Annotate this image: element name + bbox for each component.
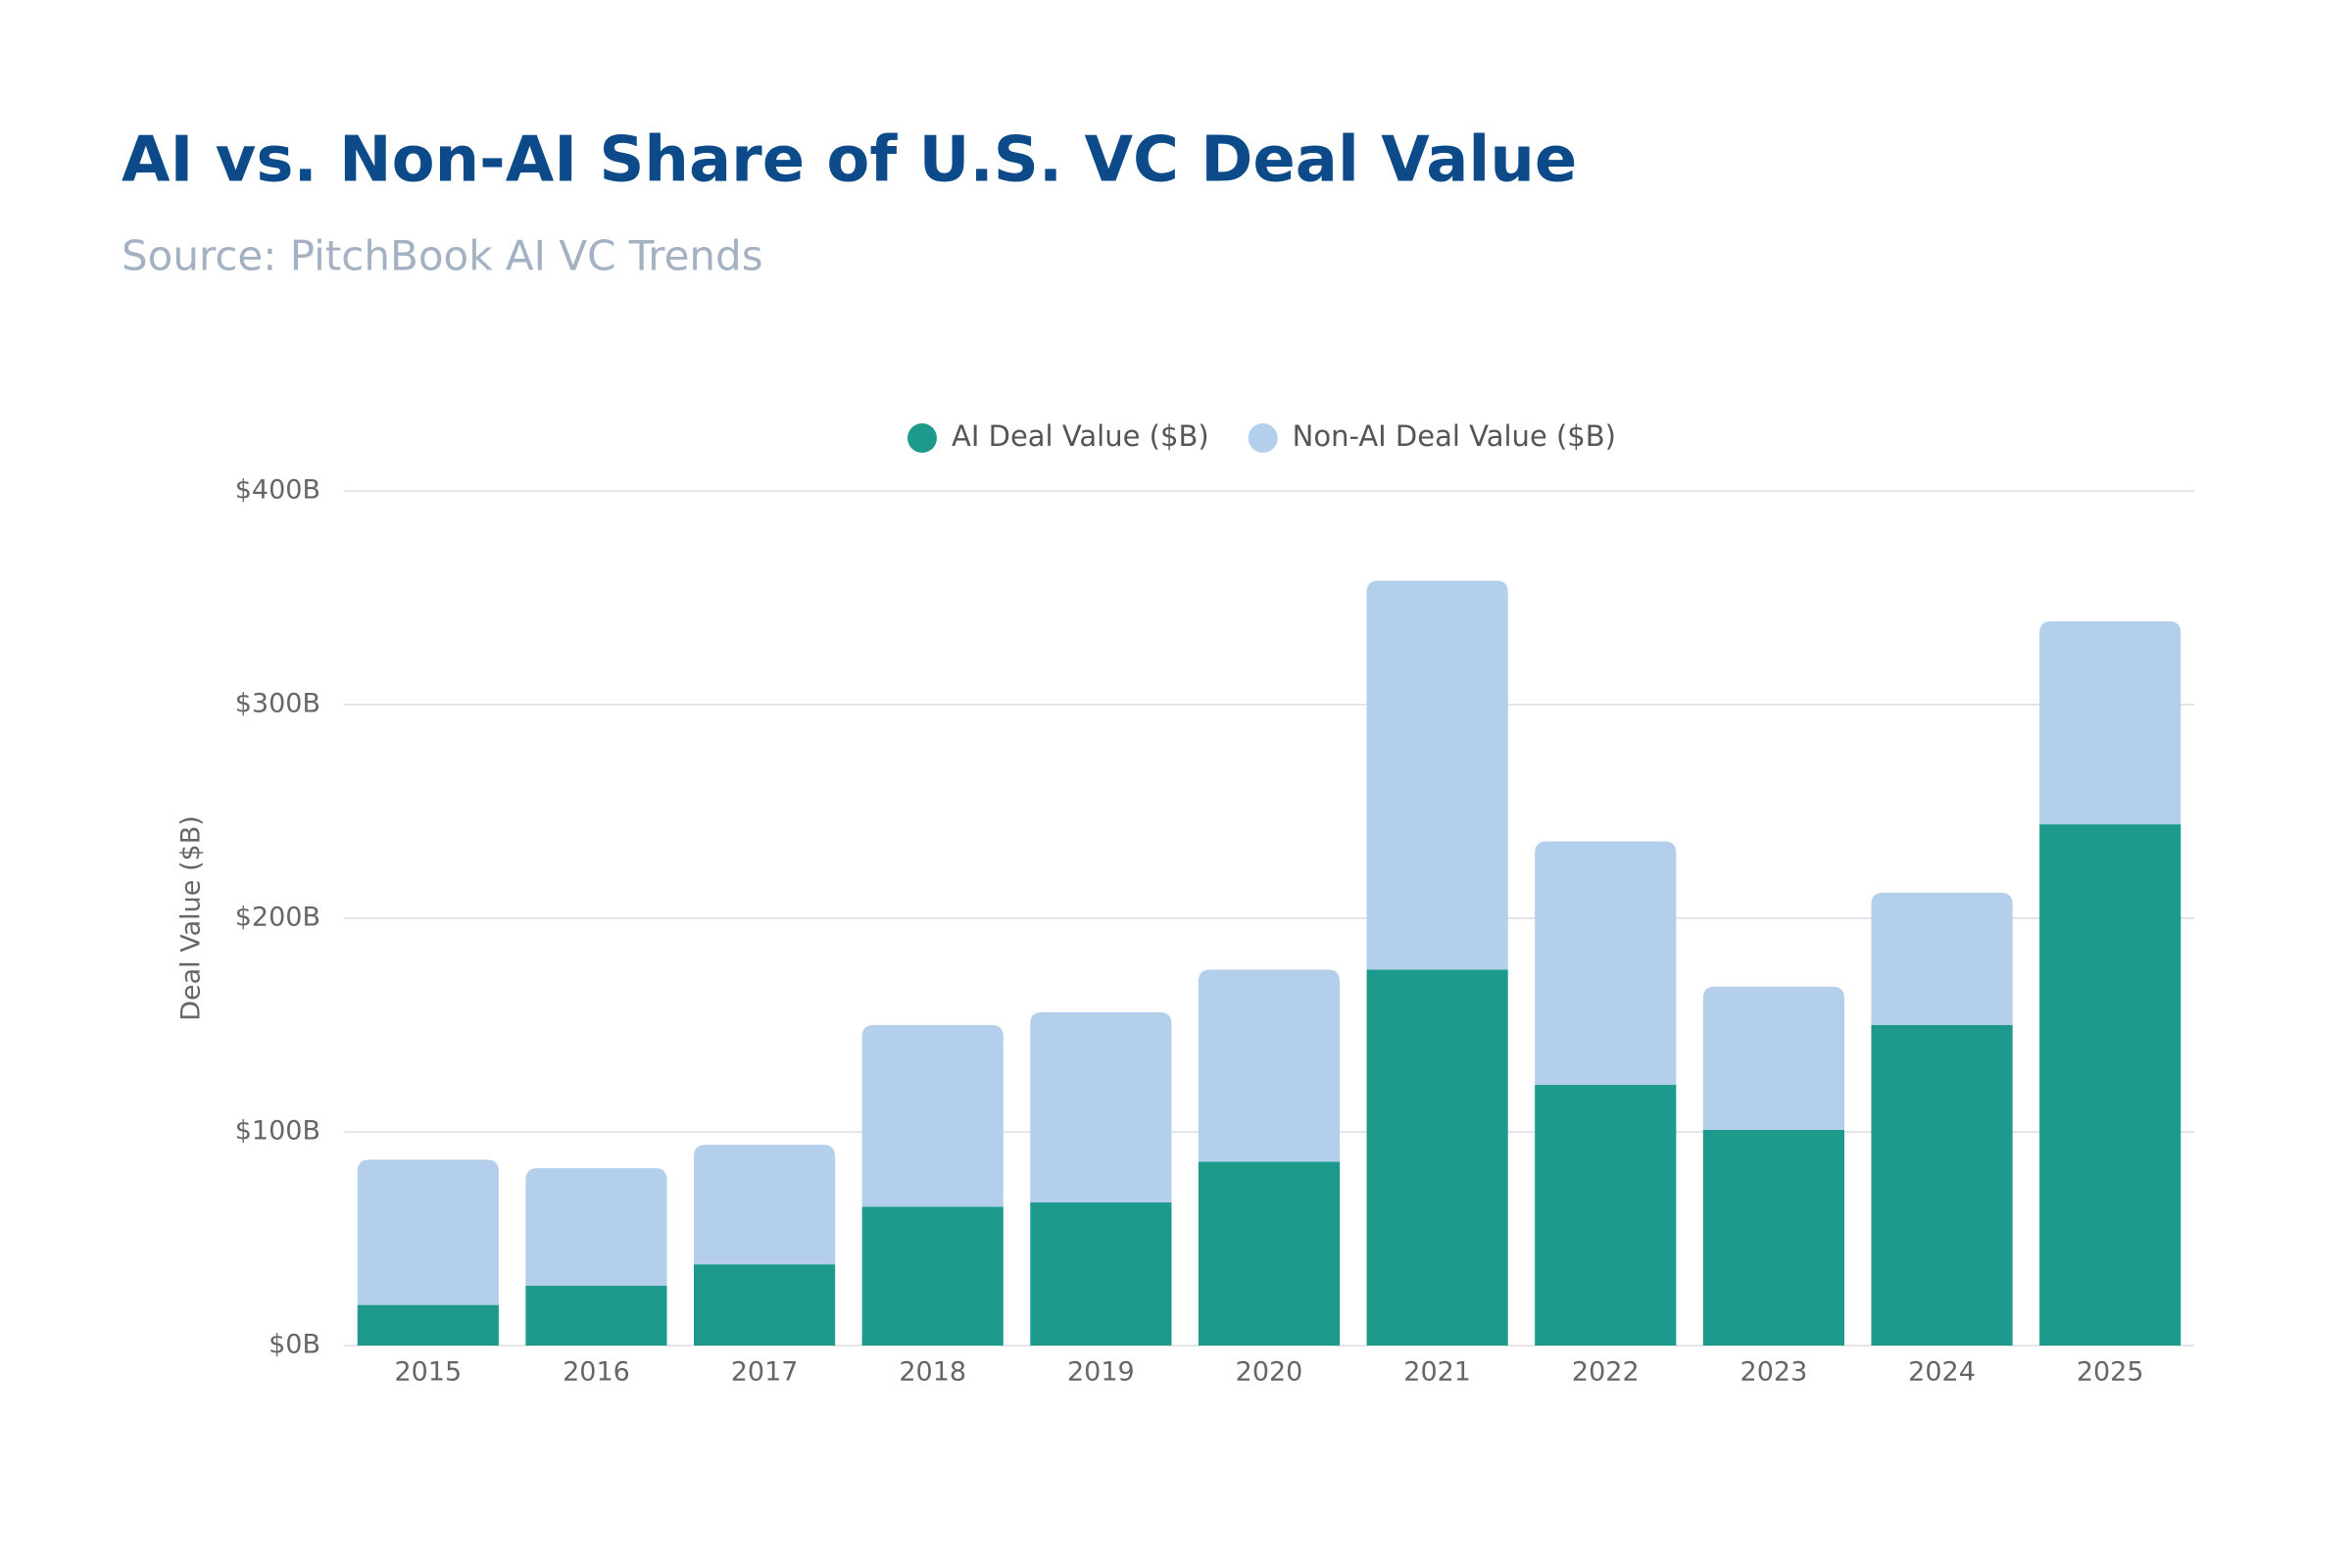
bar-segment	[1871, 1025, 2013, 1346]
x-tick-label: 2015	[394, 1357, 462, 1388]
chart-subtitle: Source: PitchBook AI VC Trends	[122, 232, 763, 280]
chart-title: AI vs. Non-AI Share of U.S. VC Deal Valu…	[122, 124, 1577, 197]
bar-segment	[1366, 969, 1508, 1346]
y-tick-label: $0B	[269, 1330, 320, 1360]
bar-segment	[525, 1285, 667, 1346]
bar-segment	[1198, 969, 1341, 1162]
bar-segment	[2039, 620, 2181, 825]
bar-segment	[1702, 1129, 1844, 1346]
bar-segment	[1366, 580, 1508, 970]
bar-segment	[1030, 1201, 1172, 1346]
x-tick-label: 2020	[1236, 1357, 1303, 1388]
bar-segment	[861, 1025, 1004, 1207]
bar-segment	[1030, 1011, 1172, 1202]
y-tick-label: $400B	[235, 475, 320, 506]
x-tick-label: 2016	[563, 1357, 630, 1388]
bar-segment	[1535, 1085, 1677, 1346]
bar-segment	[1535, 841, 1677, 1086]
bar-segment	[694, 1264, 836, 1346]
y-tick-label: $300B	[235, 689, 320, 719]
bar-segment	[357, 1159, 499, 1305]
x-tick-label: 2018	[899, 1357, 966, 1388]
x-tick-label: 2021	[1403, 1357, 1471, 1388]
bar-segment	[525, 1168, 667, 1286]
y-tick-label: $100B	[235, 1116, 320, 1147]
x-tick-label: 2017	[731, 1357, 799, 1388]
bar-segment	[357, 1304, 499, 1346]
bar-segment	[1198, 1161, 1341, 1346]
legend-marker	[1248, 423, 1278, 453]
legend-label: AI Deal Value ($B)	[952, 419, 1209, 453]
x-tick-label: 2025	[2077, 1357, 2144, 1388]
bar-segment	[694, 1145, 836, 1265]
bar-segment	[2039, 824, 2181, 1346]
x-tick-label: 2022	[1572, 1357, 1640, 1388]
bar-segment	[1702, 986, 1844, 1130]
bar-segment	[1871, 892, 2013, 1025]
x-tick-label: 2024	[1908, 1357, 1976, 1388]
x-tick-label: 2019	[1067, 1357, 1135, 1388]
bar-segment	[861, 1206, 1004, 1346]
legend-marker	[907, 423, 937, 453]
y-axis-label: Deal Value ($B)	[176, 815, 207, 1021]
legend-label: Non-AI Deal Value ($B)	[1293, 419, 1616, 453]
x-tick-label: 2023	[1740, 1357, 1808, 1388]
y-tick-label: $200B	[235, 903, 320, 933]
